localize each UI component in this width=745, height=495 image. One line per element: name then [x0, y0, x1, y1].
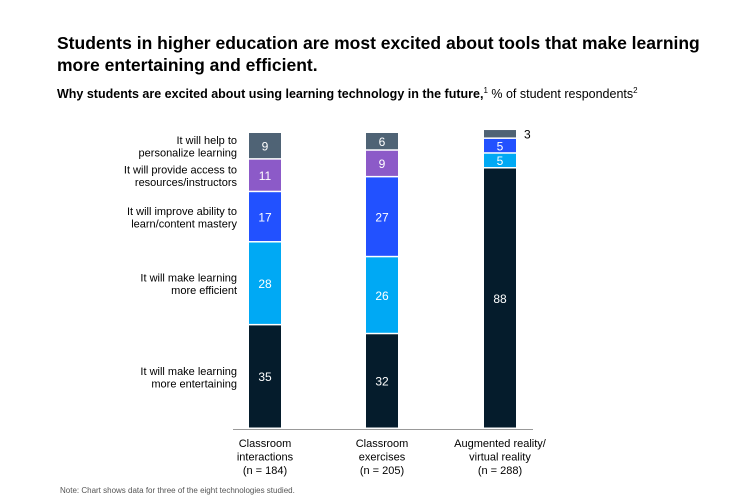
chart-subtitle: Why students are excited about using lea… [57, 86, 638, 101]
bar-segment [366, 257, 398, 333]
data-label: 5 [497, 154, 504, 168]
bar-segment [249, 133, 281, 159]
legend-label: more entertaining [151, 378, 237, 390]
data-label: 88 [493, 292, 507, 306]
category-label: virtual reality [469, 452, 531, 464]
data-label: 32 [375, 375, 389, 389]
data-label: 3 [524, 127, 531, 141]
category-label: (n = 184) [243, 465, 287, 477]
chart-footnote: Note: Chart shows data for three of the … [60, 486, 295, 495]
data-label: 27 [375, 210, 389, 224]
legend-label: It will improve ability to [127, 206, 237, 218]
category-label: (n = 288) [478, 465, 522, 477]
bar-segment [249, 192, 281, 242]
chart-title: Students in higher education are most ex… [57, 33, 700, 75]
legend-label: resources/instructors [135, 177, 238, 189]
category-label: Classroom [356, 438, 409, 450]
bar-segment [484, 168, 516, 428]
legend-label: It will help to [176, 135, 237, 147]
bar-segment [249, 159, 281, 191]
legend-label: It will make learning [140, 273, 237, 285]
bar-segment [366, 133, 398, 150]
category-label: Classroom [239, 438, 292, 450]
data-label: 9 [262, 139, 269, 153]
data-label: 26 [375, 289, 389, 303]
category-label: (n = 205) [360, 465, 404, 477]
data-label: 35 [258, 370, 272, 384]
data-label: 17 [258, 210, 272, 224]
legend-label: personalize learning [139, 148, 237, 160]
bar-segment [484, 153, 516, 168]
data-label: 5 [497, 139, 504, 153]
data-label: 6 [379, 135, 386, 149]
bar-segment [484, 138, 516, 153]
category-label: Augmented reality/ [454, 438, 547, 450]
bar-segment [249, 242, 281, 324]
subtitle-main: Why students are excited about using lea… [57, 87, 484, 101]
legend-label: learn/content mastery [131, 219, 237, 231]
category-label: exercises [359, 452, 406, 464]
bar-segment [366, 334, 398, 428]
subtitle-units: % of student respondents [487, 87, 634, 101]
data-label: 28 [258, 277, 272, 291]
subtitle-footnote-ref-2: 2 [633, 86, 638, 95]
bar-segment [366, 177, 398, 256]
subtitle-footnote-ref-1: 1 [483, 86, 488, 95]
legend-label: It will make learning [140, 366, 237, 378]
bar-segment [484, 130, 516, 138]
bar-segment [366, 150, 398, 176]
bar-segment [249, 325, 281, 428]
data-label: 9 [379, 157, 386, 171]
category-label: interactions [237, 452, 294, 464]
legend-label: more efficient [171, 285, 237, 297]
legend-label: It will provide access to [124, 165, 237, 177]
data-label: 11 [259, 169, 272, 183]
